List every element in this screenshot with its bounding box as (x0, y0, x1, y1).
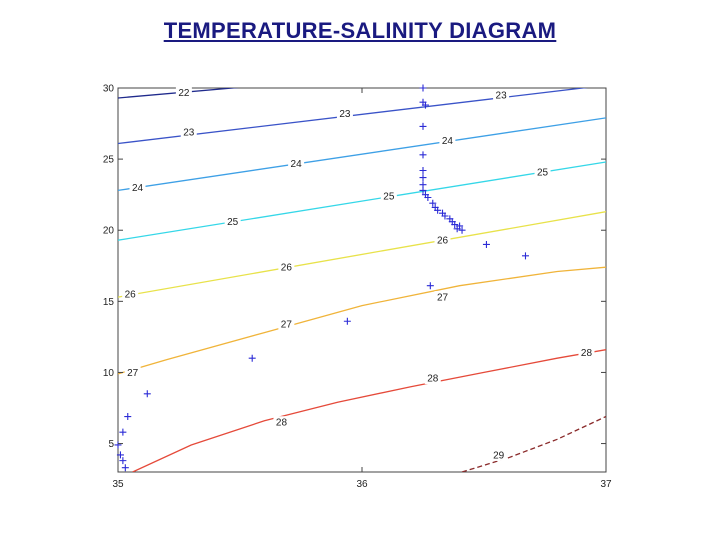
data-point (419, 151, 427, 159)
isopycnal-label-bg (180, 126, 197, 139)
y-tick-label: 20 (103, 226, 115, 237)
x-tick-label: 37 (600, 479, 612, 490)
isopycnal-label-27: 27 (127, 368, 139, 379)
y-tick-label: 10 (103, 368, 115, 379)
isopycnal-label-24: 24 (132, 183, 144, 194)
isopycnal-line-22 (118, 88, 240, 99)
isopycnal-label-bg (578, 346, 595, 359)
isopycnal-label-26: 26 (125, 290, 137, 301)
data-point (419, 174, 427, 182)
isopycnal-label-24: 24 (442, 136, 454, 147)
isopycnal-label-bg (534, 165, 551, 178)
data-point (426, 282, 434, 290)
isopycnal-label-27: 27 (281, 320, 293, 331)
isopycnal-label-23: 23 (339, 109, 351, 120)
isopycnal-label-bg (122, 288, 139, 301)
isopycnal-label-bg (175, 86, 192, 99)
isopycnal-line-27 (118, 266, 606, 375)
isopycnal-label-bg (434, 234, 451, 247)
data-point (482, 240, 490, 248)
isopycnal-line-28 (132, 349, 606, 472)
isopycnal-label-28: 28 (427, 374, 439, 385)
isopycnal-label-27: 27 (437, 293, 449, 304)
y-tick-label: 30 (103, 84, 115, 95)
isopycnal-label-28: 28 (276, 418, 288, 429)
data-point (521, 252, 529, 260)
data-point (419, 166, 427, 174)
x-tick-label: 35 (112, 479, 124, 490)
isopycnal-label-bg (493, 89, 510, 102)
data-point (441, 212, 449, 220)
isopycnal-label-bg (278, 261, 295, 274)
data-point (143, 390, 151, 398)
isopycnal-line-25 (118, 161, 606, 241)
data-point (429, 199, 437, 207)
isopycnal-label-28: 28 (581, 348, 593, 359)
isopycnal-label-bg (336, 107, 353, 120)
data-point (451, 221, 459, 229)
data-point (424, 194, 432, 202)
isopycnal-label-bg (278, 318, 295, 331)
isopycnal-label-bg (224, 215, 241, 228)
isopycnal-label-26: 26 (281, 263, 293, 274)
data-point (119, 428, 127, 436)
isopycnal-label-bg (129, 181, 146, 194)
isopycnal-label-bg (424, 372, 441, 385)
data-point (421, 101, 429, 109)
isopycnal-line-26 (118, 211, 606, 298)
data-point (121, 464, 129, 472)
data-point (119, 457, 127, 465)
data-point (248, 354, 256, 362)
y-tick-label: 25 (103, 155, 115, 166)
data-point (434, 206, 442, 214)
isopycnal-line-29 (461, 415, 606, 472)
isopycnal-label-bg (288, 157, 305, 170)
isopycnal-label-bg (439, 134, 456, 147)
isopycnal-label-24: 24 (291, 159, 303, 170)
isopycnal-label-25: 25 (383, 192, 395, 203)
data-point (419, 122, 427, 130)
isopycnal-line-24 (118, 117, 606, 192)
isopycnal-label-29: 29 (493, 450, 505, 461)
data-point (419, 186, 427, 194)
data-point (456, 222, 464, 230)
isopycnal-label-bg (434, 291, 451, 304)
chart-title: TEMPERATURE-SALINITY DIAGRAM (163, 18, 557, 43)
isopycnal-label-22: 22 (178, 88, 190, 99)
y-tick-label: 15 (103, 297, 115, 308)
data-point (124, 413, 132, 421)
y-tick-label: 5 (108, 439, 114, 450)
data-point (458, 226, 466, 234)
isopycnal-label-25: 25 (227, 217, 239, 228)
isopycnal-line-23 (118, 88, 589, 145)
isopycnal-label-23: 23 (496, 91, 508, 102)
isopycnal-label-bg (273, 416, 290, 429)
plot-area-frame (117, 87, 607, 473)
data-point (419, 84, 427, 92)
isopycnal-label-23: 23 (183, 128, 195, 139)
isopycnal-label-26: 26 (437, 236, 449, 247)
data-point (116, 451, 124, 459)
data-point (343, 317, 351, 325)
isopycnal-label-25: 25 (537, 167, 549, 178)
x-tick-label: 36 (356, 479, 368, 490)
isopycnal-label-bg (124, 366, 141, 379)
isopycnal-label-bg (380, 190, 397, 203)
data-point (114, 441, 122, 449)
isopycnal-label-bg (490, 448, 507, 461)
